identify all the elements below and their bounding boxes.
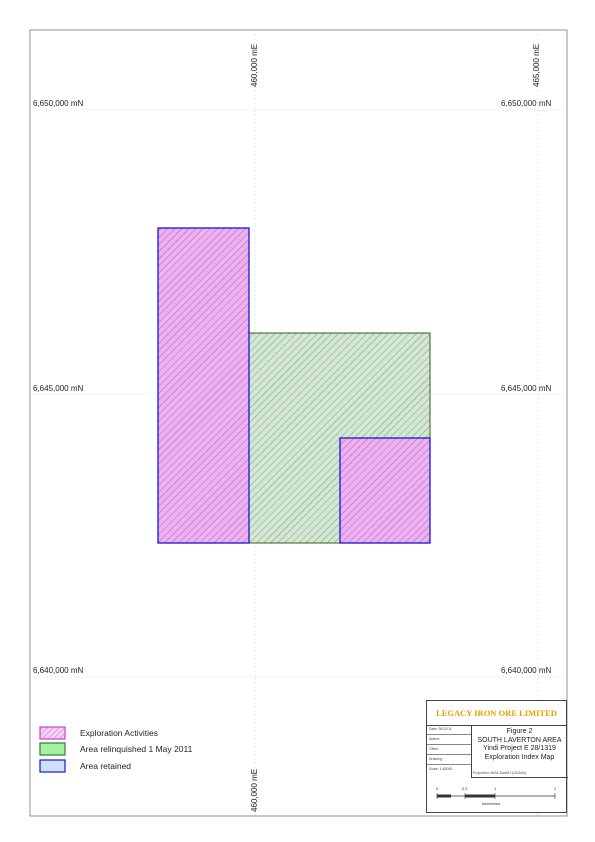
- scale-tick-label: 0.5: [462, 786, 468, 791]
- legend-swatch-exploration: [39, 726, 66, 740]
- easting-label-bottom: 460,000 mE: [250, 768, 259, 812]
- legend-label: Exploration Activities: [80, 728, 158, 738]
- scale-tick-label: 1: [494, 786, 497, 791]
- northing-label-right: 6,640,000 mN: [501, 666, 552, 675]
- retained-area-southeast: [339, 437, 431, 544]
- legend-item: Area retained: [80, 759, 131, 773]
- map-title: Exploration Index Map: [484, 753, 555, 761]
- scale-bar-graphic: [436, 793, 556, 799]
- meta-date: Date: 05/12/11: [427, 725, 471, 735]
- retained-area-west: [157, 227, 250, 544]
- northing-label-left: 6,650,000 mN: [33, 99, 84, 108]
- legend-item: Area relinquished 1 May 2011: [80, 742, 192, 756]
- metadata-column: Date: 05/12/11 Author: Office: Drawing: …: [427, 725, 472, 778]
- figure-text: Figure 2 SOUTH LAVERTON AREA Yindi Proje…: [471, 725, 568, 769]
- figure-number: Figure 2: [506, 728, 533, 735]
- northing-label-left: 6,645,000 mN: [33, 384, 84, 393]
- scale-bar: 0 0.5 1 2 kilometres: [427, 778, 566, 814]
- meta-scale: Scale: 1:60000: [429, 767, 453, 771]
- scale-unit: kilometres: [482, 801, 501, 806]
- scale-tick-label: 0: [436, 786, 439, 791]
- meta-author: Author:: [427, 735, 471, 745]
- map-border: [29, 29, 568, 817]
- legend-item: Exploration Activities: [80, 726, 158, 740]
- legend-swatch-retained: [39, 759, 66, 773]
- area-name: SOUTH LAVERTON AREA: [477, 736, 562, 744]
- scale-tick-label: 2: [554, 786, 557, 791]
- meta-office: Office:: [427, 745, 471, 755]
- legend-label: Area relinquished 1 May 2011: [80, 744, 193, 754]
- meta-drawing: Drawing:: [427, 755, 471, 765]
- project-name: Yindi Project E 28/1319: [483, 745, 556, 752]
- legend-label: Area retained: [80, 761, 132, 771]
- projection: Projection: MGA Zone51 (GDA94): [471, 769, 568, 778]
- title-block: LEGACY IRON ORE LIMITED Date: 05/12/11 A…: [426, 700, 568, 814]
- easting-label-top: 465,000 mE: [532, 43, 541, 87]
- northing-label-left: 6,640,000 mN: [33, 666, 84, 675]
- legend-swatch-relinquished: [39, 742, 66, 756]
- northing-label-right: 6,645,000 mN: [501, 384, 552, 393]
- northing-label-right: 6,650,000 mN: [501, 99, 552, 108]
- company-name: LEGACY IRON ORE LIMITED: [427, 701, 566, 726]
- easting-label-top: 460,000 mE: [250, 43, 259, 87]
